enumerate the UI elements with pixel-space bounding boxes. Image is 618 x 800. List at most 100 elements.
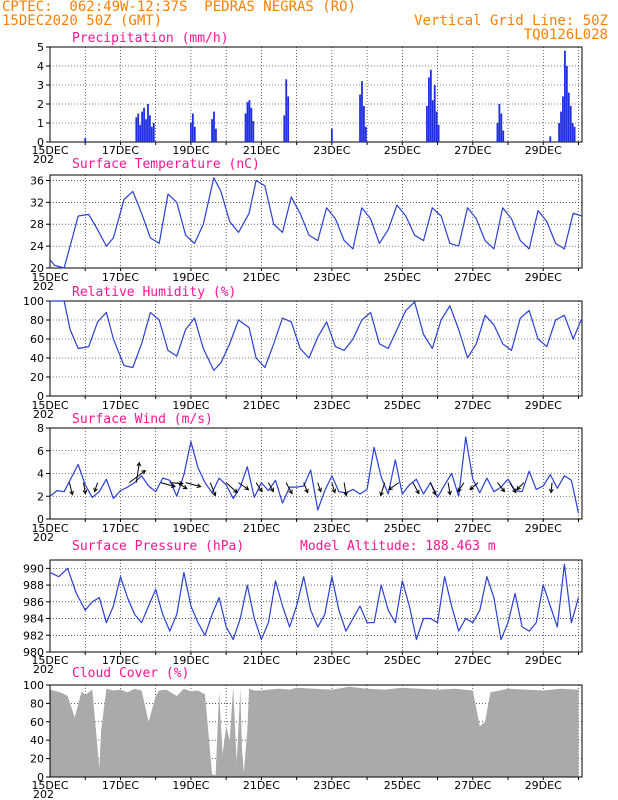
plot-frame xyxy=(49,300,583,397)
x-tick-label: 21DEC xyxy=(243,779,280,792)
x-tick-label: 23DEC xyxy=(313,522,350,535)
x-tick-label: 21DEC xyxy=(243,399,280,412)
cloud-area xyxy=(50,686,579,777)
x-tick-label: 25DEC xyxy=(384,779,421,792)
y-tick-label: 60 xyxy=(30,333,44,346)
y-tick-label: 40 xyxy=(30,352,44,365)
precip-bar xyxy=(244,113,247,142)
precip-bar xyxy=(193,126,196,142)
precip-bar xyxy=(135,117,138,142)
precip-bar xyxy=(564,50,566,142)
panel-5: 980 982 984 986 988 990 15DEC 17DEC 19DEC 21DEC 23… xyxy=(23,539,583,676)
precip-bar xyxy=(191,113,194,142)
x-tick-label: 25DEC xyxy=(384,522,421,535)
y-tick-label: 986 xyxy=(23,596,44,609)
wind-arrow xyxy=(82,482,88,495)
precip-bar xyxy=(137,113,140,142)
precip-bar xyxy=(500,113,503,142)
wind-arrow xyxy=(343,482,349,497)
x-tick-label: 15DEC xyxy=(31,522,68,535)
x-tick-label: 21DEC xyxy=(243,654,280,667)
x-tick-label: 19DEC xyxy=(172,654,209,667)
y-tick-label: 28 xyxy=(30,218,44,231)
wind-arrow xyxy=(160,482,176,488)
precip-bar xyxy=(145,119,147,142)
precip-bar xyxy=(429,69,432,142)
x-tick-label: 29DEC xyxy=(525,399,562,412)
wind-arrow xyxy=(185,482,202,489)
x-tick-label: 21DEC xyxy=(243,144,280,157)
x-tick-label: 17DEC xyxy=(102,779,139,792)
wind-arrow xyxy=(176,482,188,490)
wind-arrow xyxy=(379,482,386,497)
precip-bar xyxy=(426,105,428,142)
x-tick-label: 19DEC xyxy=(172,399,209,412)
y-tick-label: 4 xyxy=(37,468,44,481)
panel-4: 0 2 4 6 8 15DEC 17DEC 19DEC 21DEC 23DEC 25DEC 27DEC… xyxy=(31,412,583,544)
wind-arrow xyxy=(412,482,420,495)
series-line xyxy=(49,436,580,514)
wind-arrow xyxy=(285,482,293,495)
precip-bar xyxy=(143,107,145,142)
x-tick-label: 19DEC xyxy=(172,271,209,284)
y-tick-label: 4 xyxy=(37,60,44,73)
precip-bar xyxy=(364,126,367,142)
wind-arrow xyxy=(317,482,322,493)
x-tick-label: 21DEC xyxy=(243,522,280,535)
header-date: 15DEC2020 50Z (GMT) xyxy=(2,13,163,29)
plot-frame xyxy=(49,174,583,269)
x-tick-label: 15DEC xyxy=(31,654,68,667)
x-tick-label: 27DEC xyxy=(454,144,491,157)
wind-arrow xyxy=(447,482,452,496)
x-tick-label: 19DEC xyxy=(172,144,209,157)
precip-bar xyxy=(248,100,251,142)
y-tick-label: 40 xyxy=(30,734,44,747)
wind-arrow xyxy=(238,482,250,491)
precip-bar xyxy=(498,104,501,142)
wind-arrow xyxy=(209,482,217,497)
y-tick-label: 0 xyxy=(37,771,44,784)
precip-bar xyxy=(246,102,249,142)
precip-bar xyxy=(141,111,144,142)
panel-2: 20 24 28 32 36 15DEC 17DEC 19DEC 21DEC 23DEC 25DEC… xyxy=(30,157,583,293)
precip-bar xyxy=(437,124,440,142)
x-tick-label: 17DEC xyxy=(102,399,139,412)
x-tick-label: 23DEC xyxy=(313,654,350,667)
x-tick-label: 19DEC xyxy=(172,779,209,792)
wind-arrow xyxy=(331,482,337,494)
y-tick-label: 988 xyxy=(23,579,44,592)
precip-bar xyxy=(560,111,562,142)
precip-bar xyxy=(359,94,361,142)
x-tick-label: 27DEC xyxy=(454,654,491,667)
precip-bar xyxy=(361,81,363,142)
x-tick-label: 23DEC xyxy=(313,779,350,792)
y-tick-label: 20 xyxy=(30,371,44,384)
panel-title: Relative Humidity (%) xyxy=(72,285,236,300)
x-tick-label: 25DEC xyxy=(384,654,421,667)
x-tick-label: 25DEC xyxy=(384,399,421,412)
y-tick-label: 3 xyxy=(37,79,44,92)
wind-arrow xyxy=(549,482,554,494)
y-tick-label: 80 xyxy=(30,314,44,327)
precip-bar xyxy=(428,77,430,142)
y-tick-label: 6 xyxy=(37,445,44,458)
wind-arrow xyxy=(267,482,274,493)
x-year-fragment: 202 xyxy=(33,153,54,166)
wind-arrow xyxy=(469,482,479,491)
y-tick-label: 0 xyxy=(37,390,44,403)
precip-bar xyxy=(502,130,505,142)
precip-bar xyxy=(431,100,434,142)
series-line xyxy=(50,300,583,371)
y-tick-label: 100 xyxy=(23,679,44,692)
y-tick-label: 20 xyxy=(30,262,44,275)
precip-bar xyxy=(84,138,87,142)
y-tick-label: 2 xyxy=(37,490,44,503)
y-tick-label: 32 xyxy=(30,196,44,209)
y-tick-label: 984 xyxy=(23,613,44,626)
plot-frame xyxy=(49,559,583,653)
x-tick-label: 17DEC xyxy=(102,522,139,535)
y-tick-label: 0 xyxy=(37,136,44,149)
wind-arrow xyxy=(303,482,309,494)
precip-bar xyxy=(330,128,333,142)
precip-bar xyxy=(567,92,570,142)
